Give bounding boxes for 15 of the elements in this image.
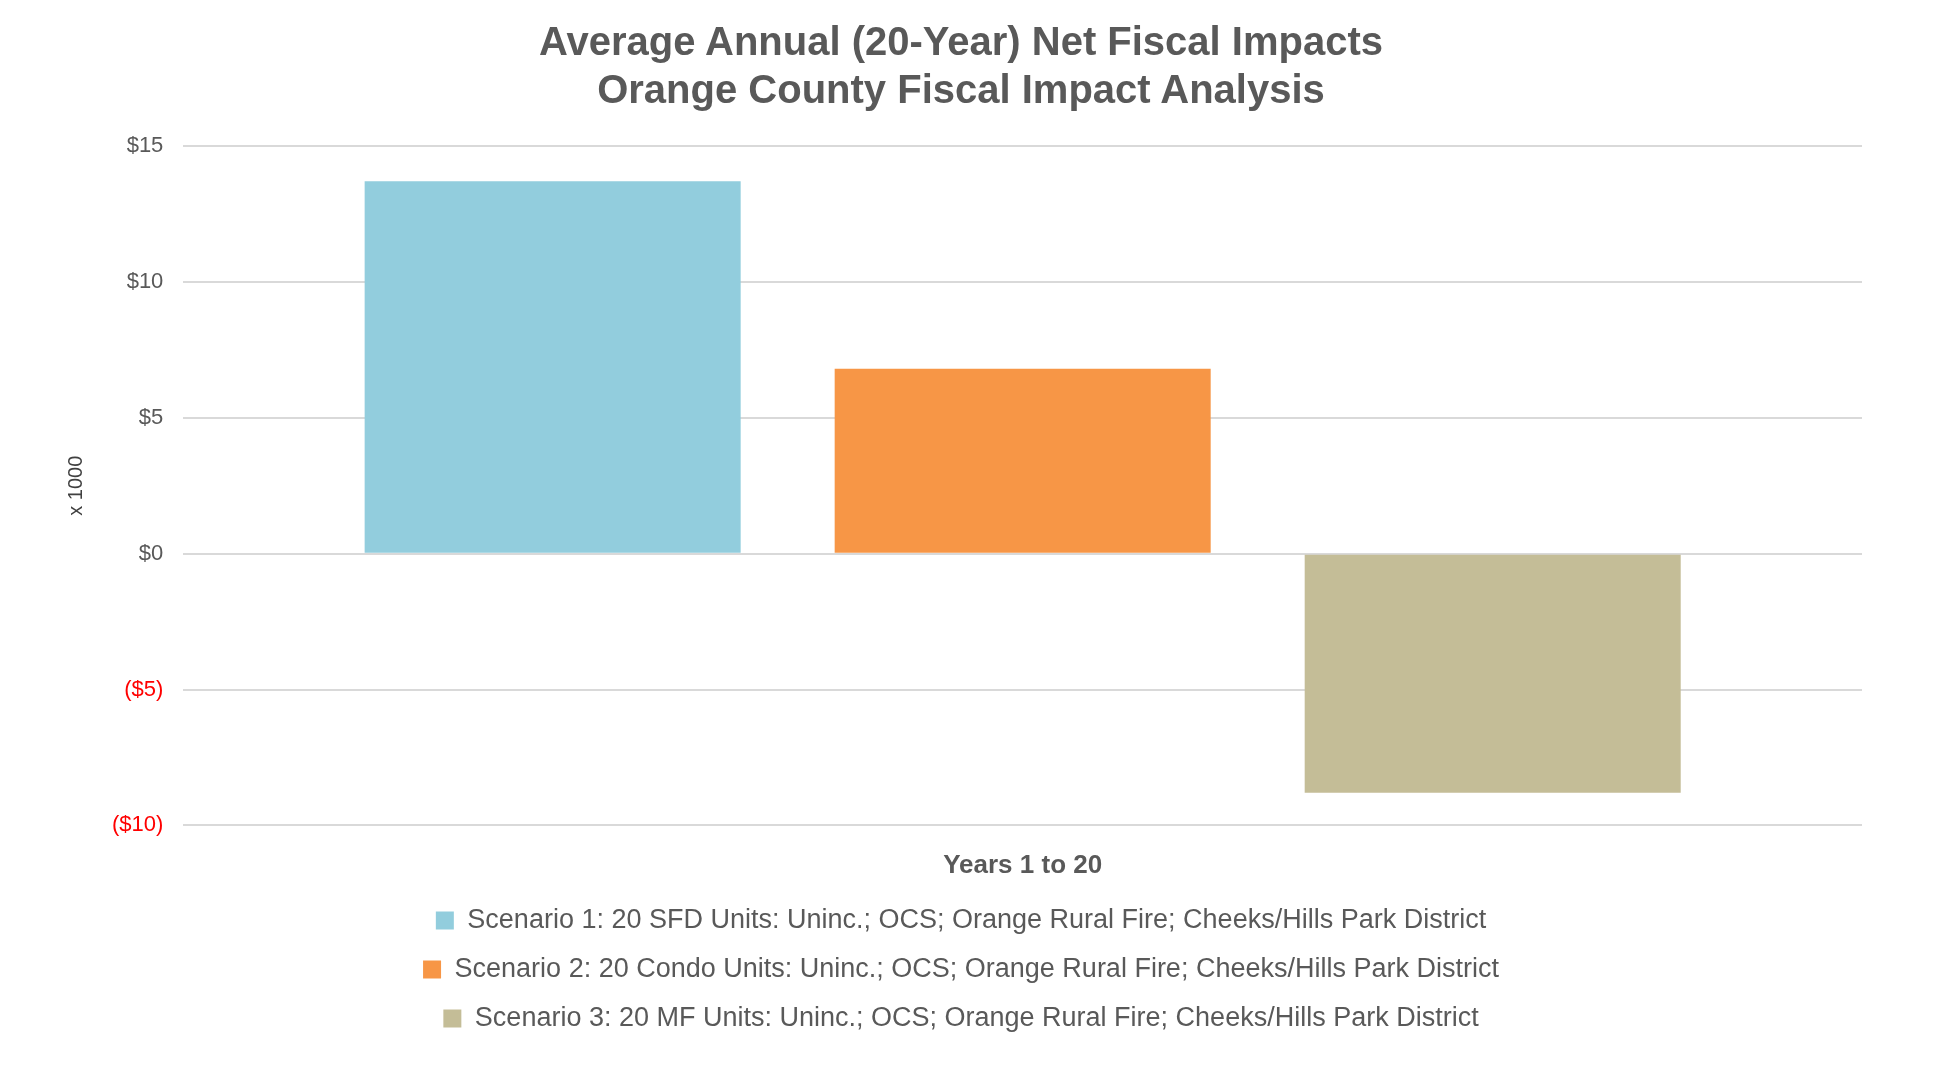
y-tick-label: $10 [126, 267, 164, 293]
chart-title: Average Annual (20-Year) Net Fiscal Impacts Orange County Fiscal Impact Analysis [538, 19, 1384, 112]
legend-label: Scenario 1: 20 SFD Units: Uninc.; OCS; Orange Rural Fire; Cheeks/Hills Park District [467, 903, 1487, 934]
y-tick-label: $15 [126, 132, 164, 158]
bar [364, 181, 741, 553]
y-axis-title: x 1000 [63, 455, 86, 516]
legend-label: Scenario 2: 20 Condo Units: Uninc.; OCS; Orange Rural Fire; Cheeks/Hills Park District [454, 952, 1500, 983]
x-axis-title: Years 1 to 20 [943, 848, 1103, 879]
y-tick-label: ($5) [124, 675, 164, 701]
legend-label: Scenario 3: 20 MF Units: Uninc.; OCS; Orange Rural Fire; Cheeks/Hills Park District [474, 1001, 1480, 1032]
y-tick-label: $0 [138, 539, 164, 565]
y-tick-label: $5 [138, 403, 164, 429]
bar [1304, 554, 1681, 793]
y-tick-label: ($10) [112, 811, 164, 837]
bar [834, 368, 1211, 553]
